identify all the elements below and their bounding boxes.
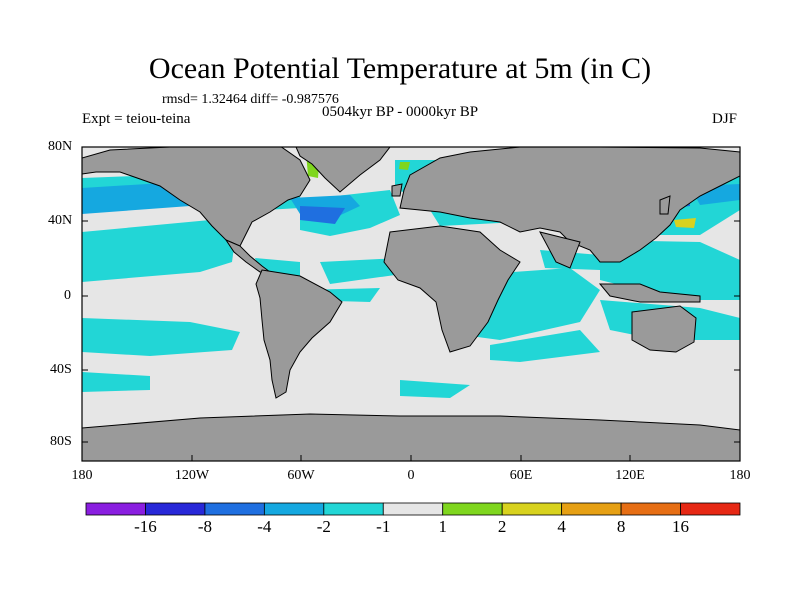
colorbar-label: 4 bbox=[557, 517, 566, 536]
colorbar-swatch bbox=[85, 502, 146, 516]
antarctica-land bbox=[82, 413, 740, 461]
lat-label-40s: 40S bbox=[50, 362, 72, 377]
colorbar-label: -8 bbox=[197, 517, 212, 536]
colorbar-label: -1 bbox=[376, 517, 391, 536]
australia-land bbox=[631, 305, 697, 353]
colorbar bbox=[85, 502, 741, 516]
colorbar-swatch bbox=[204, 502, 265, 516]
lon-label-60e: 60E bbox=[509, 468, 533, 483]
lon-label-120e: 120E bbox=[615, 468, 645, 483]
longitude-ticks bbox=[81, 455, 741, 461]
africa-land bbox=[383, 225, 521, 353]
colorbar-label: -2 bbox=[316, 517, 331, 536]
lon-label-180e: 180 bbox=[729, 468, 751, 483]
period-label: 0504kyr BP - 0000kyr BP bbox=[322, 104, 479, 120]
lon-label-180w: 180 bbox=[71, 468, 93, 483]
lat-label-80s: 80S bbox=[50, 434, 72, 449]
warmer-anomaly-regions bbox=[674, 218, 696, 228]
rmsd-diff-stats: rmsd= 1.32464 diff= -0.987576 bbox=[162, 92, 339, 107]
colorbar-label: 16 bbox=[672, 517, 690, 536]
colorbar-label: -4 bbox=[257, 517, 272, 536]
south-america-land bbox=[255, 269, 343, 399]
colorbar-swatch bbox=[263, 502, 325, 516]
colorbar-label: 2 bbox=[497, 517, 507, 536]
map-area bbox=[82, 147, 740, 461]
colorbar-swatch bbox=[145, 502, 206, 516]
colorbar-swatch bbox=[382, 502, 444, 516]
colorbar-swatch bbox=[323, 502, 384, 516]
latitude-ticks bbox=[82, 146, 740, 443]
colorbar-label: 1 bbox=[438, 517, 447, 536]
experiment-label: Expt = teiou-teina bbox=[82, 111, 191, 127]
uk-land bbox=[391, 183, 403, 197]
lon-label-120w: 120W bbox=[174, 468, 210, 483]
greenland-land bbox=[295, 147, 391, 193]
colorbar-swatch bbox=[561, 502, 622, 516]
colorbar-swatch bbox=[620, 502, 681, 516]
india-land bbox=[539, 231, 581, 269]
lon-label-60w: 60W bbox=[287, 468, 315, 483]
plot-title: Ocean Potential Temperature at 5m (in C) bbox=[148, 52, 652, 85]
north-america-land bbox=[82, 147, 311, 247]
lat-label-80n: 80N bbox=[48, 139, 73, 154]
indonesia-land bbox=[598, 283, 701, 303]
lat-label-40n: 40N bbox=[48, 213, 73, 228]
land-masses bbox=[82, 147, 740, 461]
lat-label-0: 0 bbox=[64, 288, 71, 303]
season-label: DJF bbox=[712, 111, 738, 127]
colorbar-swatch bbox=[442, 502, 503, 516]
lon-label-0: 0 bbox=[407, 468, 415, 483]
colorbar-label: -16 bbox=[134, 517, 157, 536]
colorbar-swatch bbox=[680, 502, 741, 516]
colorbar-label: 8 bbox=[616, 517, 626, 536]
colorbar-swatch bbox=[501, 502, 563, 516]
japan-land bbox=[659, 195, 671, 215]
